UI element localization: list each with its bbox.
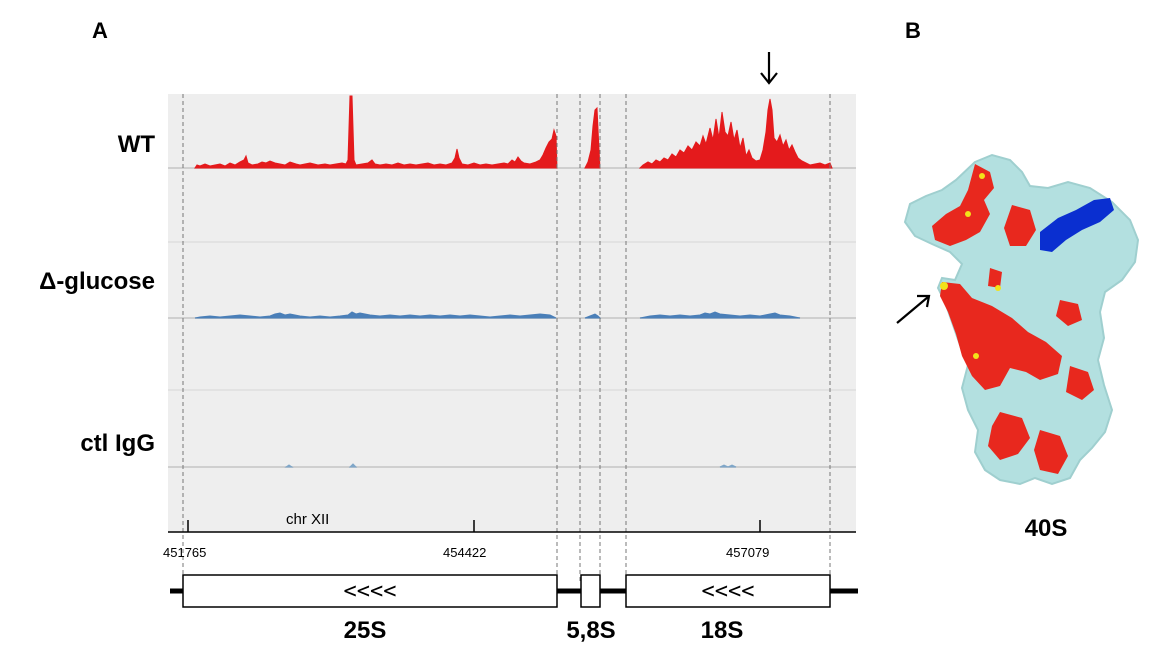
structure-arrow-icon xyxy=(896,294,931,324)
track-label-glucose: Δ-glucose xyxy=(39,268,155,295)
track-label-wt: WT xyxy=(117,131,155,158)
gene-box-58s xyxy=(580,574,601,608)
peak-arrow-icon xyxy=(760,52,778,85)
panel-a-label: A xyxy=(92,18,108,43)
glucose-coverage-signal xyxy=(194,311,801,319)
gene-box-25s xyxy=(182,574,558,608)
gene-label-25s: 25S xyxy=(343,617,387,644)
gene-label-58s: 5,8S xyxy=(566,617,616,644)
igg-signal-bump xyxy=(284,464,294,468)
strand-direction-25s: <<<< xyxy=(344,579,397,604)
igg-signal-bump xyxy=(719,464,737,468)
tick-label: 454422 xyxy=(443,545,486,560)
glucose-signal-58s xyxy=(584,313,602,319)
glucose-signal-25s xyxy=(194,311,557,319)
tick-label: 451765 xyxy=(163,545,206,560)
peak-marker-surface xyxy=(940,173,1001,359)
highlight-surface xyxy=(1040,198,1114,252)
chromosome-label: chr XII xyxy=(286,511,329,528)
crosslink-surface xyxy=(932,164,1094,474)
wt-signal-58s xyxy=(584,106,601,169)
structure-label: 40S xyxy=(1024,515,1068,542)
gene-box-18s xyxy=(625,574,831,608)
wt-signal-18s xyxy=(638,98,833,169)
panel-b-label: B xyxy=(905,18,921,43)
wt-signal-25s xyxy=(194,95,558,169)
gene-boundary-guides xyxy=(182,94,831,582)
strand-direction-18s: <<<< xyxy=(702,579,755,604)
glucose-signal-18s xyxy=(639,311,801,319)
gene-label-18s: 18S xyxy=(700,617,744,644)
track-label-igg: ctl IgG xyxy=(80,430,155,457)
igg-coverage-signal xyxy=(284,463,737,468)
wt-coverage-signal xyxy=(194,95,833,169)
ribosome-40s-structure xyxy=(903,153,1140,486)
tick-label: 457079 xyxy=(726,545,769,560)
igg-signal-bump xyxy=(348,463,358,468)
